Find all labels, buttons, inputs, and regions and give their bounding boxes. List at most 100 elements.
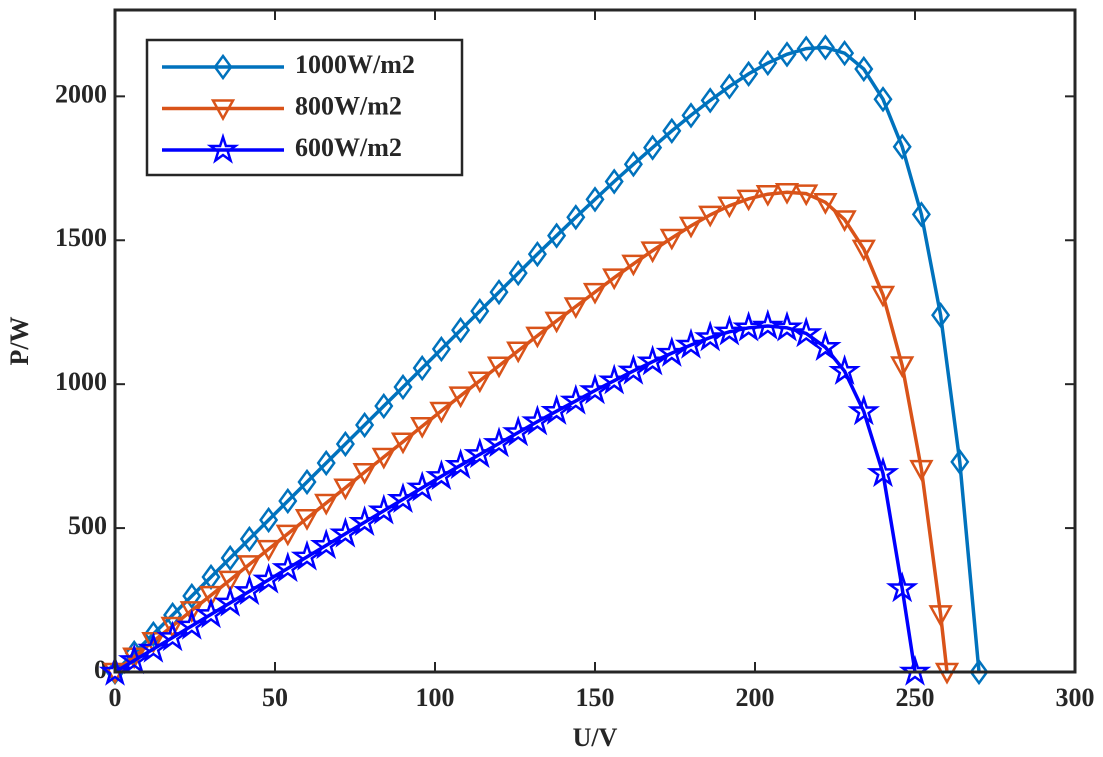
x-tick-label: 300 [1056,683,1095,712]
y-tick-label: 0 [94,655,107,684]
marker [290,539,324,571]
series-line [113,45,981,674]
marker [662,117,682,145]
marker [259,506,279,534]
marker [774,182,800,205]
marker [489,278,509,306]
marker [521,404,554,436]
marker [309,528,343,560]
y-tick-label: 1000 [55,367,107,396]
x-tick-label: 250 [896,683,935,712]
marker [582,282,608,305]
marker [98,654,132,686]
marker [777,41,797,68]
marker [486,356,512,379]
marker [854,55,874,83]
marker [482,426,516,458]
marker [847,394,881,426]
marker [717,196,742,219]
marker [602,268,627,291]
marker [969,658,989,686]
marker [851,239,876,262]
marker [506,341,531,364]
marker [597,363,631,395]
marker [621,254,646,277]
marker [220,544,240,572]
legend-label: 1000W/m2 [295,50,415,79]
marker [210,99,236,122]
marker [467,371,492,394]
marker [393,373,413,401]
marker [751,308,785,340]
marker [444,448,477,480]
x-tick-label: 50 [262,683,288,712]
marker [431,335,451,363]
marker [143,620,163,648]
marker [559,383,593,415]
marker [892,133,912,160]
marker [233,574,266,606]
x-axis-label: U/V [573,723,618,752]
marker [206,132,240,164]
legend-label: 600W/m2 [295,133,402,162]
marker [297,468,317,496]
x-tick-label: 100 [416,683,455,712]
plot-area [98,34,989,686]
marker [448,386,473,409]
marker [117,643,151,675]
marker [218,570,243,593]
marker [643,134,663,161]
marker [870,285,896,308]
marker [160,616,185,639]
marker [873,86,893,113]
marker [659,228,684,251]
marker [890,356,915,379]
marker [885,571,919,603]
marker [348,505,381,537]
marker [540,394,573,425]
marker [544,311,569,334]
marker [700,87,720,114]
marker [755,184,780,207]
legend-label: 800W/m2 [295,91,402,120]
marker [713,314,746,346]
marker [194,597,228,629]
marker [623,151,643,178]
marker [470,297,490,325]
marker [815,34,835,61]
marker [182,582,202,610]
x-tick-label: 0 [109,683,122,712]
marker [256,539,281,562]
marker [333,478,358,501]
marker [425,459,458,491]
marker [789,316,823,348]
marker [252,562,285,594]
marker [736,189,761,212]
marker [239,525,259,553]
marker [809,330,842,362]
marker [367,493,401,525]
marker [275,524,300,547]
x-tick-label: 150 [576,683,615,712]
y-tick-label: 1500 [55,223,107,252]
marker [412,354,432,382]
y-axis-label: P/W [5,316,34,365]
marker [678,216,704,239]
marker [137,631,170,663]
marker [374,392,394,420]
marker [355,411,375,439]
marker [429,401,454,424]
marker [693,320,727,352]
series-line [114,324,917,674]
y-tick-label: 2000 [55,79,107,108]
legend-box [145,38,464,177]
marker [390,432,416,455]
marker [578,373,612,405]
marker [719,73,739,100]
marker [828,354,861,385]
marker [451,316,471,344]
marker [410,416,435,439]
marker [179,601,204,623]
marker [794,184,819,207]
marker [294,509,320,531]
